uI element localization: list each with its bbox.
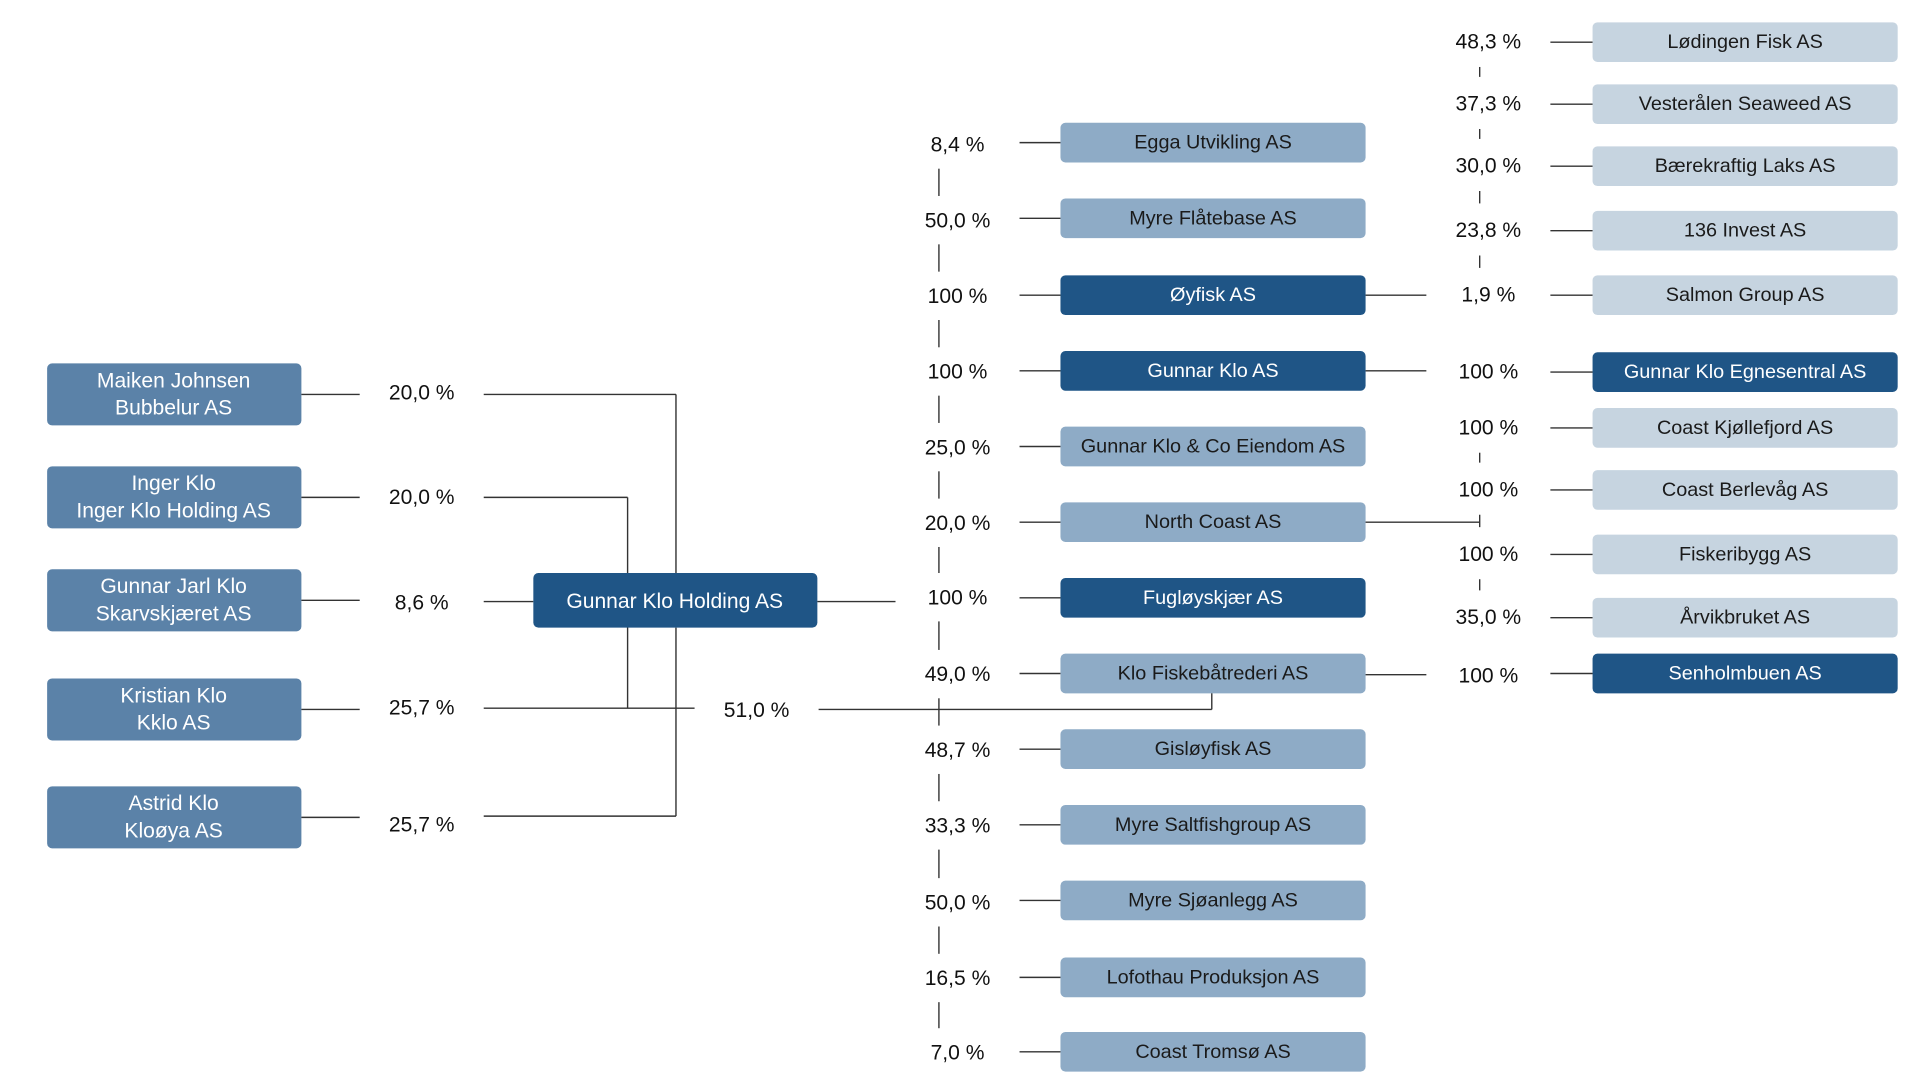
subsidiary-box[interactable] bbox=[1060, 426, 1366, 467]
subsidiary-box[interactable] bbox=[1060, 729, 1366, 769]
outer-company-box[interactable] bbox=[1592, 275, 1898, 316]
owner-box[interactable] bbox=[47, 363, 302, 426]
subsidiary-name: Klo Fiskebåtrederi AS bbox=[1118, 662, 1309, 684]
outer-company-name: Vesterålen Seaweed AS bbox=[1639, 93, 1852, 115]
ownership-pct: 49,0 % bbox=[925, 663, 991, 686]
subsidiary-name: Myre Saltfishgroup AS bbox=[1115, 814, 1311, 836]
ownership-pct: 25,7 % bbox=[389, 697, 455, 720]
owner-company: Kklo AS bbox=[137, 712, 211, 735]
subsidiary-box[interactable] bbox=[1060, 577, 1366, 618]
subsidiary-name: Gunnar Klo & Co Eiendom AS bbox=[1081, 436, 1346, 458]
ownership-pct: 25,0 % bbox=[925, 436, 991, 459]
owner-name: Maiken Johnsen bbox=[97, 369, 251, 392]
outer-company-box[interactable] bbox=[1592, 22, 1898, 63]
outer-company-name: Årvikbruket AS bbox=[1680, 606, 1810, 629]
subsidiary-name: North Coast AS bbox=[1145, 511, 1282, 533]
outer-company-name: Fiskeribygg AS bbox=[1679, 543, 1811, 565]
outer-company-name: Coast Kjøllefjord AS bbox=[1657, 417, 1833, 439]
ownership-pct: 30,0 % bbox=[1456, 155, 1522, 178]
subsidiary-box[interactable] bbox=[1060, 880, 1366, 921]
outer-company-box[interactable] bbox=[1592, 597, 1898, 638]
ownership-pct: 50,0 % bbox=[925, 891, 991, 914]
subsidiary-box[interactable] bbox=[1060, 804, 1366, 845]
ownership-pct: 16,5 % bbox=[925, 967, 991, 990]
subsidiary-name: Lofothau Produksjon AS bbox=[1107, 966, 1320, 988]
subsidiary-name: Gisløyfisk AS bbox=[1155, 738, 1272, 760]
ownership-pct: 20,0 % bbox=[925, 512, 991, 535]
outer-company-box[interactable] bbox=[1592, 653, 1898, 694]
subsidiary-name: Egga Utvikling AS bbox=[1134, 132, 1292, 154]
outer-company-box[interactable] bbox=[1592, 84, 1898, 125]
owner-company: Inger Klo Holding AS bbox=[76, 500, 271, 523]
ownership-pct: 100 % bbox=[928, 361, 988, 384]
subsidiary-name: Gunnar Klo AS bbox=[1147, 360, 1278, 382]
owner-box[interactable] bbox=[47, 569, 302, 632]
outer-company-name: 136 Invest AS bbox=[1684, 220, 1806, 242]
ownership-pct: 7,0 % bbox=[931, 1042, 985, 1065]
ownership-pct: 8,4 % bbox=[931, 134, 985, 157]
ownership-pct: 23,8 % bbox=[1456, 219, 1522, 242]
ownership-pct: 1,9 % bbox=[1461, 284, 1515, 307]
outer-company-name: Lødingen Fisk AS bbox=[1667, 31, 1822, 53]
owner-name: Kristian Klo bbox=[120, 684, 227, 707]
outer-company-box[interactable] bbox=[1592, 210, 1898, 251]
ownership-pct: 20,0 % bbox=[389, 486, 455, 509]
ownership-pct: 100 % bbox=[1458, 361, 1518, 384]
ownership-pct: 25,7 % bbox=[389, 813, 455, 836]
ownership-pct: 100 % bbox=[928, 285, 988, 308]
owner-company: Skarvskjæret AS bbox=[96, 602, 252, 625]
outer-company-box[interactable] bbox=[1592, 146, 1898, 187]
outer-company-box[interactable] bbox=[1592, 408, 1898, 448]
subsidiary-box[interactable] bbox=[1060, 122, 1366, 163]
subsidiary-box[interactable] bbox=[1060, 198, 1366, 239]
subsidiary-name: Fugløyskjær AS bbox=[1143, 587, 1283, 609]
cross-ownership-pct: 51,0 % bbox=[724, 699, 790, 722]
outer-company-name: Salmon Group AS bbox=[1666, 284, 1825, 306]
owner-box[interactable] bbox=[47, 786, 302, 849]
owner-name: Gunnar Jarl Klo bbox=[100, 575, 246, 598]
subsidiary-box[interactable] bbox=[1060, 502, 1366, 543]
subsidiary-name: Øyfisk AS bbox=[1170, 284, 1256, 306]
subsidiary-box[interactable] bbox=[1060, 1031, 1366, 1072]
subsidiary-box[interactable] bbox=[1060, 957, 1366, 998]
ownership-pct: 33,3 % bbox=[925, 815, 991, 838]
owner-name: Inger Klo bbox=[131, 472, 215, 495]
subsidiary-box[interactable] bbox=[1060, 653, 1366, 694]
outer-company-box[interactable] bbox=[1592, 470, 1898, 510]
owner-box[interactable] bbox=[47, 678, 302, 741]
ownership-pct: 20,0 % bbox=[389, 382, 455, 405]
subsidiary-name: Coast Tromsø AS bbox=[1135, 1041, 1290, 1063]
ownership-pct: 48,3 % bbox=[1456, 31, 1522, 54]
outer-company-name: Gunnar Klo Egnesentral AS bbox=[1624, 361, 1867, 383]
outer-company-box[interactable] bbox=[1592, 352, 1898, 392]
owner-box[interactable] bbox=[47, 466, 302, 529]
owner-name: Astrid Klo bbox=[129, 792, 219, 815]
ownership-pct: 8,6 % bbox=[395, 591, 449, 614]
outer-company-name: Senholmbuen AS bbox=[1668, 662, 1821, 684]
outer-company-box[interactable] bbox=[1592, 534, 1898, 575]
ownership-pct: 100 % bbox=[1458, 664, 1518, 687]
ownership-pct: 48,7 % bbox=[925, 739, 991, 762]
outer-company-name: Coast Berlevåg AS bbox=[1662, 479, 1828, 501]
ownership-pct: 100 % bbox=[928, 586, 988, 609]
ownership-pct: 100 % bbox=[1458, 478, 1518, 501]
ownership-pct: 37,3 % bbox=[1456, 93, 1522, 116]
subsidiary-name: Myre Sjøanlegg AS bbox=[1128, 889, 1298, 911]
subsidiary-name: Myre Flåtebase AS bbox=[1129, 207, 1297, 229]
holding-name: Gunnar Klo Holding AS bbox=[566, 590, 783, 613]
ownership-pct: 50,0 % bbox=[925, 209, 991, 232]
outer-company-name: Bærekraftig Laks AS bbox=[1655, 155, 1836, 177]
ownership-pct: 100 % bbox=[1458, 543, 1518, 566]
ownership-pct: 35,0 % bbox=[1456, 606, 1522, 629]
subsidiary-box[interactable] bbox=[1060, 275, 1366, 316]
subsidiary-box[interactable] bbox=[1060, 351, 1366, 391]
ownership-pct: 100 % bbox=[1458, 416, 1518, 439]
owner-company: Kloøya AS bbox=[124, 820, 222, 843]
owner-company: Bubbelur AS bbox=[115, 397, 232, 420]
holding-box[interactable] bbox=[533, 573, 818, 628]
